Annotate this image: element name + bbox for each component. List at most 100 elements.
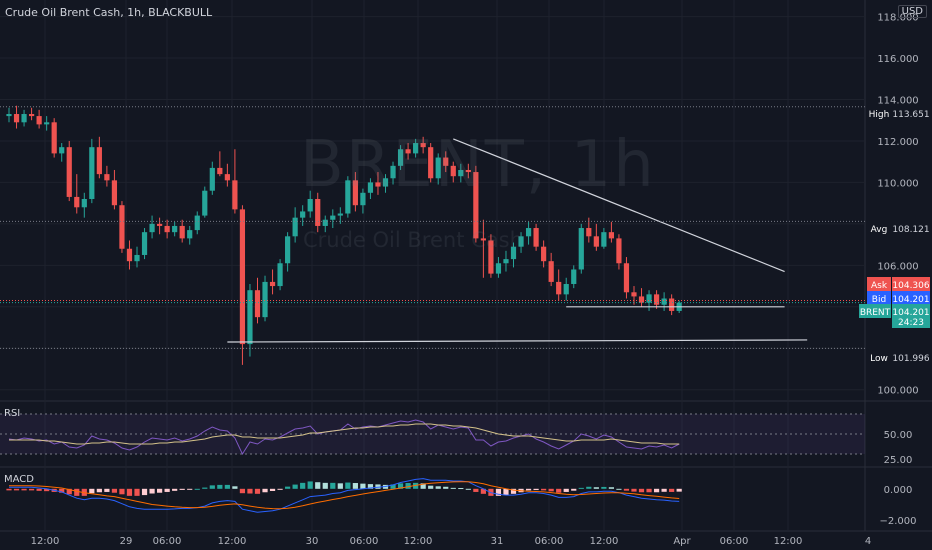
price-tick-label: 112.000 <box>877 137 918 148</box>
candle-body <box>390 165 396 179</box>
ask-tag-value-bg <box>892 277 930 291</box>
macd-histogram-bar <box>435 486 441 489</box>
candle-body <box>616 238 622 264</box>
macd-histogram-bar <box>232 486 238 489</box>
candle-body <box>277 263 283 287</box>
macd-histogram-bar <box>141 488 148 496</box>
macd-histogram-bar <box>6 488 12 491</box>
last-label: BRENT <box>860 308 891 318</box>
candle-body <box>224 174 230 181</box>
last-value-bg <box>892 304 930 328</box>
macd-histogram-bar <box>89 488 95 494</box>
candle-body <box>285 236 291 264</box>
candle-body <box>533 228 539 247</box>
candle-body <box>661 298 667 305</box>
time-tick-label: 06:00 <box>350 536 379 547</box>
macd-histogram-bar <box>495 488 502 496</box>
macd-histogram-bar <box>367 484 374 489</box>
macd-histogram-bar <box>360 483 366 489</box>
candle-body <box>300 211 306 218</box>
last-value: 104.201 <box>892 308 929 318</box>
macd-histogram-bar <box>525 488 532 491</box>
candle-body <box>239 209 246 345</box>
macd-histogram-bar <box>563 488 569 492</box>
macd-histogram-bar <box>330 482 336 489</box>
macd-histogram-bar <box>556 488 562 493</box>
time-tick-label: Apr <box>673 536 691 547</box>
avg-tag-value-bg <box>892 221 930 235</box>
bid-tag-value-bg <box>892 291 930 305</box>
candle-body <box>21 114 27 123</box>
macd-histogram-bar <box>36 488 42 491</box>
rsi-tick-label: 25.00 <box>884 455 913 466</box>
time-tick-label: 06:00 <box>720 536 749 547</box>
macd-histogram-bar <box>74 488 80 496</box>
ask-tag-value: 104.306 <box>892 281 929 291</box>
macd-histogram-bar <box>503 488 509 496</box>
rsi-line <box>8 419 680 456</box>
candle-body <box>480 238 486 241</box>
rsi-tick-label: 50.00 <box>884 430 913 441</box>
macd-histogram-bar <box>13 488 20 491</box>
avg-tag-label-bg <box>867 221 891 235</box>
candle-body <box>36 116 42 125</box>
price-annotations: High 113.651 Avg 108.121 Ask 104.306 Bid 104.20… <box>0 106 930 364</box>
candle-body <box>126 248 133 262</box>
candle-body <box>360 192 366 206</box>
candle-body <box>525 228 532 237</box>
candle-body <box>473 172 479 239</box>
macd-pane: 0.000 −2.000 <box>6 478 917 527</box>
candle-body <box>164 225 170 233</box>
candle-body <box>428 147 434 179</box>
currency-badge[interactable]: USD <box>897 5 927 18</box>
time-tick-label: 12:00 <box>31 536 60 547</box>
candle-body <box>556 281 562 295</box>
candle-body <box>510 246 517 260</box>
candle-body <box>352 180 358 206</box>
candle-body <box>548 261 554 282</box>
candle-body <box>405 149 411 154</box>
macd-histogram-bar <box>458 488 464 490</box>
candle-body <box>503 259 509 264</box>
rsi-pane: 25.00 50.00 <box>0 413 913 466</box>
macd-histogram-bar <box>149 488 155 494</box>
high-tag-value-bg <box>892 106 930 120</box>
time-tick-label: 12:00 <box>404 536 433 547</box>
candle-body <box>653 294 660 305</box>
candle-body <box>443 157 449 166</box>
candle-body <box>247 290 253 345</box>
macd-histogram-bar <box>646 488 652 493</box>
candle-body <box>149 223 155 233</box>
macd-histogram-bar <box>239 488 246 494</box>
macd-histogram-bar <box>277 488 283 490</box>
macd-histogram-bar <box>548 488 554 492</box>
candle-body <box>608 232 614 239</box>
ask-tag-label: Ask <box>871 281 888 291</box>
macd-histogram-bar <box>601 486 607 489</box>
macd-histogram-bar <box>322 482 328 489</box>
candle-body <box>28 114 35 117</box>
bid-tag-label-bg <box>867 291 891 305</box>
candle-body <box>96 147 102 175</box>
time-tick-label: 12:00 <box>218 536 247 547</box>
last-label-bg <box>859 304 891 318</box>
macd-histogram-bar <box>450 487 456 489</box>
rsi-signal-line <box>9 423 680 445</box>
time-tick-label: 31 <box>491 536 504 547</box>
macd-histogram-bar <box>608 487 614 489</box>
macd-histogram-bar <box>224 484 230 489</box>
macd-histogram-bar <box>209 485 215 489</box>
macd-histogram-bar <box>638 488 645 493</box>
candle-body <box>104 174 110 181</box>
macd-histogram-bar <box>194 488 200 490</box>
macd-histogram-bar <box>202 487 208 489</box>
time-tick-label: 30 <box>306 536 319 547</box>
candle-body <box>435 157 441 179</box>
price-tick-label: 114.000 <box>877 96 918 107</box>
candle-body <box>119 205 125 249</box>
time-tick-label: 29 <box>120 536 133 547</box>
candle-body <box>322 219 328 226</box>
macd-histogram-bar <box>586 486 592 489</box>
time-tick-label: 12:00 <box>590 536 619 547</box>
